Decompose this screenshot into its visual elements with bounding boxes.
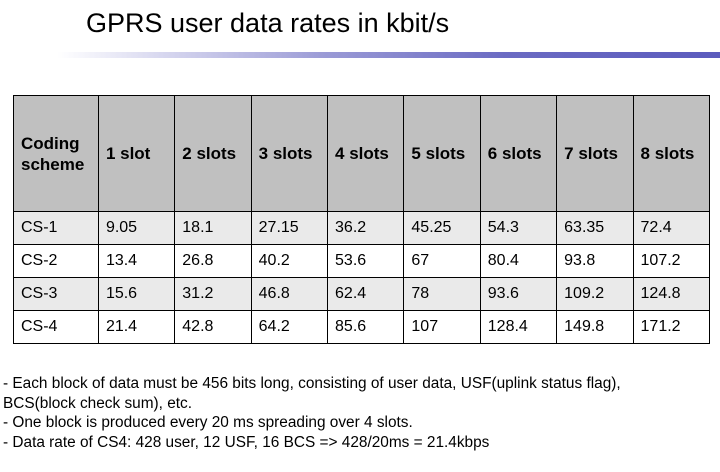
table-cell: 46.8 <box>250 277 329 311</box>
table-row: CS-2 13.4 26.8 40.2 53.6 67 80.4 93.8 10… <box>13 244 711 278</box>
table-cell: 107.2 <box>632 244 711 278</box>
table-cell: 45.25 <box>403 211 481 245</box>
table-cell: 36.2 <box>327 211 405 245</box>
column-header-8-slots: 8 slots <box>632 95 711 212</box>
column-header-1-slot: 1 slot <box>97 95 176 212</box>
table-cell: 93.6 <box>479 277 558 311</box>
table-cell: 93.8 <box>556 244 634 278</box>
column-header-5-slots: 5 slots <box>403 95 481 212</box>
table-cell: 13.4 <box>97 244 176 278</box>
table-cell: 80.4 <box>479 244 558 278</box>
table-cell: CS-3 <box>13 277 99 311</box>
table-cell: CS-1 <box>13 211 99 245</box>
table-cell: 78 <box>403 277 481 311</box>
table-header-row: Coding scheme 1 slot 2 slots 3 slots 4 s… <box>13 95 711 212</box>
table-cell: 67 <box>403 244 481 278</box>
table-cell: 53.6 <box>327 244 405 278</box>
table-cell: 54.3 <box>479 211 558 245</box>
table-cell: 18.1 <box>174 211 252 245</box>
note-line: - Each block of data must be 456 bits lo… <box>3 375 621 392</box>
table-cell: 124.8 <box>632 277 711 311</box>
table-cell: 42.8 <box>174 310 252 344</box>
note-line: - One block is produced every 20 ms spre… <box>3 414 413 431</box>
table-cell: 31.2 <box>174 277 252 311</box>
column-header-4-slots: 4 slots <box>327 95 405 212</box>
note-line: - Data rate of CS4: 428 user, 12 USF, 16… <box>3 433 490 451</box>
table-cell: 72.4 <box>632 211 711 245</box>
page-title: GPRS user data rates in kbit/s <box>86 8 450 38</box>
table-cell: 63.35 <box>556 211 634 245</box>
column-header-6-slots: 6 slots <box>479 95 558 212</box>
table-cell: 21.4 <box>97 310 176 344</box>
table-cell: 40.2 <box>250 244 329 278</box>
column-header-3-slots: 3 slots <box>250 95 329 212</box>
data-rates-table: Coding scheme 1 slot 2 slots 3 slots 4 s… <box>13 95 711 344</box>
table-cell: 107 <box>403 310 481 344</box>
column-header-7-slots: 7 slots <box>556 95 634 212</box>
note-line: BCS(block check sum), etc. <box>3 394 193 412</box>
table-row: CS-3 15.6 31.2 46.8 62.4 78 93.6 109.2 1… <box>13 277 711 311</box>
table-cell: 62.4 <box>327 277 405 311</box>
table-cell: 128.4 <box>479 310 558 344</box>
table-cell: 109.2 <box>556 277 634 311</box>
table-cell: 64.2 <box>250 310 329 344</box>
title-divider <box>0 52 720 58</box>
table-cell: CS-2 <box>13 244 99 278</box>
table-cell: 171.2 <box>632 310 711 344</box>
table-cell: 85.6 <box>327 310 405 344</box>
table-row: CS-1 9.05 18.1 27.15 36.2 45.25 54.3 63.… <box>13 211 711 245</box>
table-cell: 9.05 <box>97 211 176 245</box>
column-header-coding-scheme: Coding scheme <box>13 95 99 212</box>
table-cell: 27.15 <box>250 211 329 245</box>
explanatory-notes: - Each block of data must be 456 bits lo… <box>3 374 621 452</box>
table-cell: CS-4 <box>13 310 99 344</box>
table-row: CS-4 21.4 42.8 64.2 85.6 107 128.4 149.8… <box>13 310 711 344</box>
column-header-2-slots: 2 slots <box>174 95 252 212</box>
table-cell: 149.8 <box>556 310 634 344</box>
table-cell: 26.8 <box>174 244 252 278</box>
table-cell: 15.6 <box>97 277 176 311</box>
